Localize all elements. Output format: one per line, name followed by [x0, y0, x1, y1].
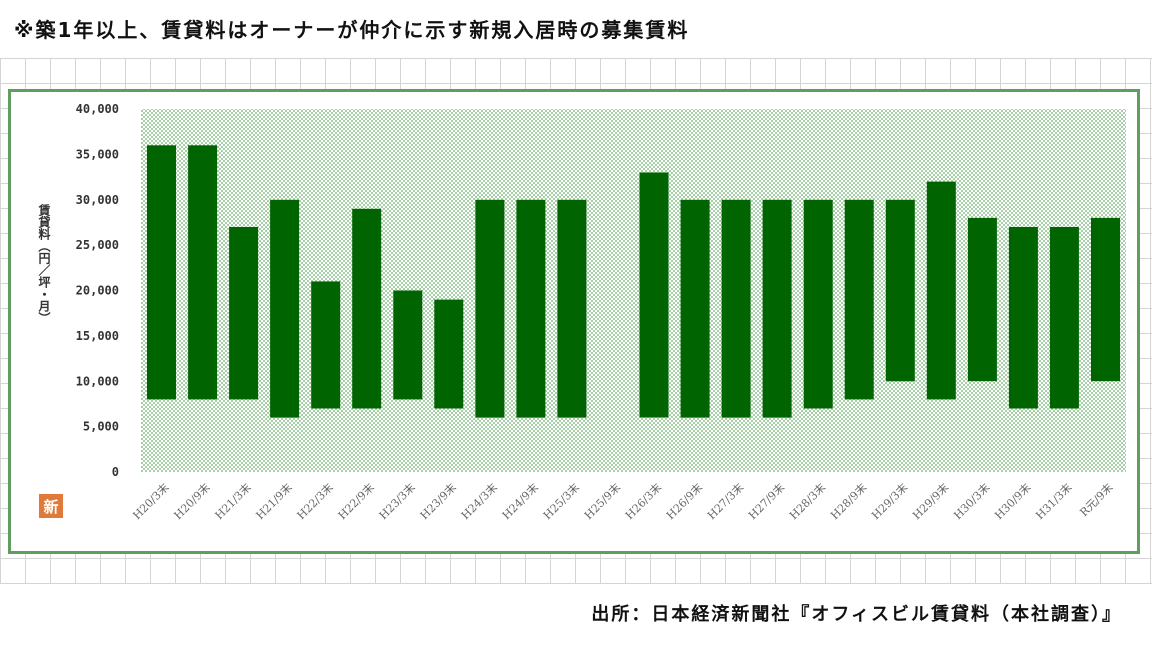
x-tick-label: H20/3末: [130, 480, 172, 522]
header-band: [0, 0, 1152, 58]
x-tick-label: H23/9末: [417, 480, 459, 522]
bar: [803, 199, 833, 409]
x-tick-label: H21/9末: [253, 480, 295, 522]
range-bar-chart: 0 5,000 10,000 15,000 20,000 25,000 30,000 35,0…: [76, 102, 1126, 522]
bar: [434, 299, 464, 409]
bar: [1049, 227, 1079, 409]
y-tick-label: 30,000: [76, 193, 119, 207]
y-axis-label: 賃貸料（円／坪・月）: [37, 204, 51, 324]
bar: [557, 199, 587, 418]
x-tick-label: H31/3末: [1033, 480, 1075, 522]
chart-frame: 0 5,000 10,000 15,000 20,000 25,000 30,000 35,0…: [8, 89, 1140, 554]
x-tick-label: H28/3末: [786, 480, 828, 522]
y-tick-label: 10,000: [76, 374, 119, 388]
x-tick-label: H21/3末: [212, 480, 254, 522]
bar: [147, 145, 176, 400]
x-axis: H20/3末 H20/9末 H21/3末 H21/9末 H22/3末 H22/9末 H23/…: [130, 480, 1116, 522]
x-tick-label: H25/9末: [581, 480, 623, 522]
y-axis: 0 5,000 10,000 15,000 20,000 25,000 30,000 35,0…: [76, 102, 119, 479]
x-tick-label: H26/3末: [622, 480, 664, 522]
new-badge-icon: 新: [39, 494, 63, 518]
x-tick-label: H27/9末: [745, 480, 787, 522]
x-tick-label: H20/9末: [171, 480, 213, 522]
note-text: ※築1年以上、賃貸料はオーナーが仲介に示す新規入居時の募集賃料: [14, 18, 690, 42]
bar: [885, 199, 915, 382]
bar: [1091, 217, 1120, 382]
bar: [926, 181, 956, 400]
bar: [680, 199, 710, 418]
y-tick-label: 5,000: [83, 420, 119, 434]
bar: [229, 227, 259, 400]
x-tick-label: H22/9末: [335, 480, 377, 522]
x-tick-label: H28/9末: [827, 480, 869, 522]
bar: [844, 199, 874, 400]
x-tick-label: H29/3末: [868, 480, 910, 522]
bar: [311, 281, 341, 409]
x-tick-label: H30/3末: [951, 480, 993, 522]
bar: [352, 208, 382, 409]
bar: [393, 290, 423, 400]
y-tick-label: 0: [112, 465, 119, 479]
y-tick-label: 35,000: [76, 147, 119, 161]
bar: [475, 199, 505, 418]
x-tick-label: R元/9末: [1077, 480, 1116, 519]
x-tick-label: H24/3末: [458, 480, 500, 522]
x-tick-label: H26/9末: [663, 480, 705, 522]
x-tick-label: H29/9末: [910, 480, 952, 522]
footer-band: [0, 583, 1152, 649]
y-tick-label: 25,000: [76, 238, 119, 252]
x-tick-label: H24/9末: [499, 480, 541, 522]
x-tick-label: H23/3末: [376, 480, 418, 522]
bar: [516, 199, 546, 418]
bar: [188, 145, 218, 400]
y-tick-label: 20,000: [76, 284, 119, 298]
x-tick-label: H25/3末: [540, 480, 582, 522]
y-tick-label: 40,000: [76, 102, 119, 116]
bar: [762, 199, 792, 418]
bar: [967, 217, 997, 382]
x-tick-label: H22/3末: [294, 480, 336, 522]
source-text: 出所：日本経済新聞社『オフィスビル賃貸料（本社調査）』: [591, 604, 1122, 625]
bar-series: [147, 145, 1120, 418]
x-tick-label: H30/9末: [992, 480, 1034, 522]
bar: [270, 199, 300, 418]
bar: [639, 172, 669, 418]
bar: [1008, 227, 1038, 409]
bar: [721, 199, 751, 418]
x-tick-label: H27/3末: [704, 480, 746, 522]
y-tick-label: 15,000: [76, 329, 119, 343]
plot-area: [141, 109, 1126, 472]
